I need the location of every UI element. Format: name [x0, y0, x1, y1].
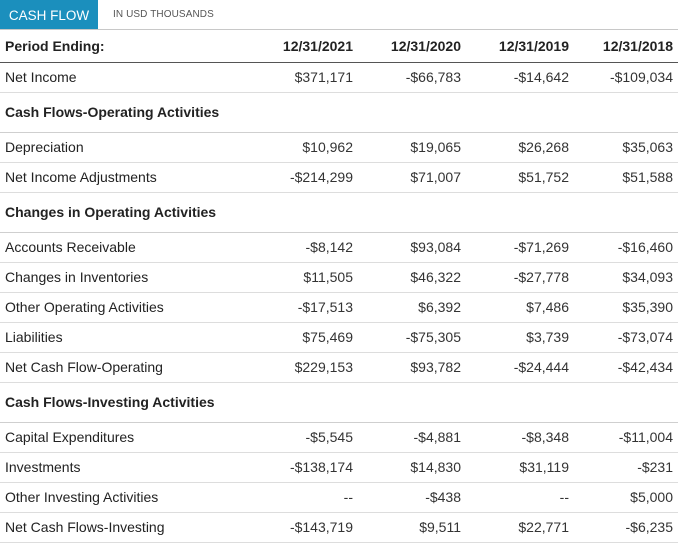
row-value: $75,469 [250, 322, 358, 353]
row-value: -$14,642 [466, 62, 574, 93]
row-value: $34,093 [574, 262, 678, 293]
row-value: $9,511 [358, 512, 466, 543]
table-header-row: Period Ending: 12/31/2021 12/31/2020 12/… [0, 31, 678, 63]
row-value: -$4,881 [358, 422, 466, 453]
section-title: Changes in Operating Activities [0, 192, 678, 233]
row-value: $14,830 [358, 452, 466, 483]
row-label: Net Income Adjustments [0, 162, 250, 193]
row-value: $26,268 [466, 132, 574, 163]
units-note: IN USD THOUSANDS [113, 9, 214, 20]
row-value: $31,119 [466, 452, 574, 483]
row-value: -$8,348 [466, 422, 574, 453]
table-row: Net Income $371,171 -$66,783 -$14,642 -$109,… [0, 62, 678, 93]
tab-cash-flow[interactable]: CASH FLOW [0, 0, 98, 30]
row-value: -$71,269 [466, 232, 574, 263]
row-value: -$17,513 [250, 292, 358, 323]
table-row: Net Cash Flow-Operating $229,153 $93,782 -$… [0, 352, 678, 383]
table-row: Changes in Inventories $11,505 $46,322 -$27… [0, 262, 678, 293]
row-label: Capital Expenditures [0, 422, 250, 453]
row-value: $46,322 [358, 262, 466, 293]
row-value: $7,486 [466, 292, 574, 323]
row-value: -$231 [574, 452, 678, 483]
row-value: $5,000 [574, 482, 678, 513]
header-period-2020: 12/31/2020 [358, 31, 466, 63]
row-value: -$214,299 [250, 162, 358, 193]
row-value: $229,153 [250, 352, 358, 383]
row-value: -$6,235 [574, 512, 678, 543]
row-value: -$16,460 [574, 232, 678, 263]
row-value: $371,171 [250, 62, 358, 93]
row-value: -$66,783 [358, 62, 466, 93]
table-row: Depreciation $10,962 $19,065 $26,268 $35,063 [0, 132, 678, 163]
row-label: Net Income [0, 62, 250, 93]
row-value: -- [250, 482, 358, 513]
row-value: -$27,778 [466, 262, 574, 293]
table-row: Other Investing Activities -- -$438 -- $5,00… [0, 482, 678, 513]
row-value: $35,063 [574, 132, 678, 163]
row-value: $3,739 [466, 322, 574, 353]
row-value: $22,771 [466, 512, 574, 543]
tab-bar: CASH FLOW IN USD THOUSANDS [0, 0, 699, 30]
row-label: Liabilities [0, 322, 250, 353]
row-label: Net Cash Flow-Operating [0, 352, 250, 383]
row-value: -$438 [358, 482, 466, 513]
row-label: Other Investing Activities [0, 482, 250, 513]
row-value: $11,505 [250, 262, 358, 293]
cash-flow-table: Period Ending: 12/31/2021 12/31/2020 12/… [0, 31, 678, 543]
row-label: Accounts Receivable [0, 232, 250, 263]
row-value: $93,782 [358, 352, 466, 383]
row-label: Changes in Inventories [0, 262, 250, 293]
section-title: Cash Flows-Operating Activities [0, 92, 678, 133]
row-label: Investments [0, 452, 250, 483]
row-value: $51,752 [466, 162, 574, 193]
table-row: Net Income Adjustments -$214,299 $71,007 $5… [0, 162, 678, 193]
row-value: -$24,444 [466, 352, 574, 383]
row-value: -$75,305 [358, 322, 466, 353]
row-value: -$73,074 [574, 322, 678, 353]
row-value: -$138,174 [250, 452, 358, 483]
row-value: $93,084 [358, 232, 466, 263]
row-value: -$5,545 [250, 422, 358, 453]
section-header-row: Changes in Operating Activities [0, 192, 678, 233]
row-label: Net Cash Flows-Investing [0, 512, 250, 543]
row-value: -- [466, 482, 574, 513]
row-label: Depreciation [0, 132, 250, 163]
table-row: Liabilities $75,469 -$75,305 $3,739 -$73,074 [0, 322, 678, 353]
row-label: Other Operating Activities [0, 292, 250, 323]
row-value: $6,392 [358, 292, 466, 323]
row-value: $19,065 [358, 132, 466, 163]
table-row: Other Operating Activities -$17,513 $6,392… [0, 292, 678, 323]
row-value: -$143,719 [250, 512, 358, 543]
section-header-row: Cash Flows-Operating Activities [0, 92, 678, 133]
section-title: Cash Flows-Investing Activities [0, 382, 678, 423]
row-value: $35,390 [574, 292, 678, 323]
row-value: -$11,004 [574, 422, 678, 453]
row-value: $71,007 [358, 162, 466, 193]
table-row: Capital Expenditures -$5,545 -$4,881 -$8,34… [0, 422, 678, 453]
table-row: Accounts Receivable -$8,142 $93,084 -$71,26… [0, 232, 678, 263]
header-period-2021: 12/31/2021 [250, 31, 358, 63]
row-value: -$109,034 [574, 62, 678, 93]
header-period-ending: Period Ending: [0, 31, 250, 63]
table-row: Net Cash Flows-Investing -$143,719 $9,511 $… [0, 512, 678, 543]
row-value: -$8,142 [250, 232, 358, 263]
row-value: $51,588 [574, 162, 678, 193]
table-body: Net Income $371,171 -$66,783 -$14,642 -$109,… [0, 62, 678, 543]
header-period-2019: 12/31/2019 [466, 31, 574, 63]
row-value: $10,962 [250, 132, 358, 163]
tab-divider [0, 29, 678, 30]
header-period-2018: 12/31/2018 [574, 31, 678, 63]
row-value: -$42,434 [574, 352, 678, 383]
section-header-row: Cash Flows-Investing Activities [0, 382, 678, 423]
table-row: Investments -$138,174 $14,830 $31,119 -$231 [0, 452, 678, 483]
